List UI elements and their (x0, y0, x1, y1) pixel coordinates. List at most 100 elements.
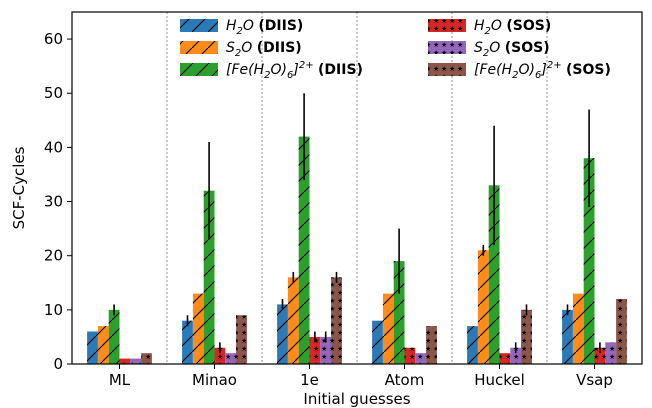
bar (594, 347, 606, 364)
bar (287, 277, 299, 364)
bar-hatch (97, 326, 109, 364)
legend-swatch-hatch (428, 41, 466, 54)
bar (510, 347, 522, 364)
legend-entry: S2O (SOS) (428, 40, 550, 59)
bar (467, 326, 478, 364)
bar-hatch (616, 299, 627, 364)
bar-hatch (372, 320, 383, 364)
bar (393, 261, 405, 364)
bar (572, 293, 584, 364)
bar-hatch (277, 304, 288, 364)
bar (488, 185, 500, 364)
bar (203, 190, 215, 364)
bar (320, 336, 332, 364)
legend-entry: H2O (SOS) (428, 18, 551, 37)
bar (119, 358, 131, 364)
bar-hatch (287, 277, 299, 364)
bar-hatch (119, 358, 131, 364)
bar-hatch (415, 353, 427, 364)
legend-label: [Fe(H2O)6]2+ (SOS) (474, 60, 611, 81)
bar-hatch (477, 250, 489, 364)
legend-swatch-hatch (428, 19, 466, 32)
bar-hatch (467, 326, 478, 364)
y-tick-label: 0 (53, 355, 63, 373)
x-tick-label: 1e (300, 371, 319, 389)
bar-hatch (130, 358, 142, 364)
legend-label: [Fe(H2O)6]2+ (DIIS) (226, 60, 363, 81)
bar-hatch (236, 315, 247, 364)
bar-hatch (309, 336, 321, 364)
bar (182, 320, 193, 364)
bar (97, 326, 109, 364)
bar (130, 358, 142, 364)
bar (404, 347, 416, 364)
bar (309, 336, 321, 364)
bar (499, 353, 511, 364)
bar-hatch (141, 353, 152, 364)
bar-hatch (192, 293, 204, 364)
bar-hatch (499, 353, 511, 364)
bar-hatch (203, 190, 215, 364)
legend-label: H2O (SOS) (474, 18, 551, 37)
bar-hatch (488, 185, 500, 364)
bar-hatch (605, 342, 617, 364)
bar-hatch (182, 320, 193, 364)
bar (298, 136, 310, 364)
bar-hatch (225, 353, 237, 364)
legend-swatch-hatch (180, 63, 218, 76)
bar-hatch (510, 347, 522, 364)
legend-swatch-hatch (180, 41, 218, 54)
bar-hatch (521, 309, 532, 364)
bar (214, 347, 226, 364)
x-tick-label: Atom (385, 371, 425, 389)
x-tick-label: Minao (192, 371, 237, 389)
bar-hatch (393, 261, 405, 364)
plot-frame (71, 11, 643, 365)
bar (616, 299, 627, 364)
y-tick-label: 10 (44, 301, 63, 319)
bar (583, 158, 595, 364)
bar (87, 331, 98, 364)
bar (415, 353, 427, 364)
y-tick-label: 30 (44, 193, 63, 211)
bar-hatch (583, 158, 595, 364)
bar-hatch (214, 347, 226, 364)
bar (108, 309, 120, 364)
bar (141, 353, 152, 364)
bar (562, 309, 573, 364)
bar-hatch (298, 136, 310, 364)
x-axis: ML Minao 1e Atom Huckel Vsap (109, 364, 613, 389)
error-bars (113, 93, 601, 354)
bar (236, 315, 247, 364)
x-tick-label: Huckel (474, 371, 525, 389)
x-tick-label: ML (109, 371, 131, 389)
bars (87, 136, 627, 364)
bar (382, 293, 394, 364)
bar (477, 250, 489, 364)
legend-label: H2O (DIIS) (226, 18, 303, 37)
bar (331, 277, 342, 364)
x-tick-label: Vsap (576, 371, 613, 389)
legend: H2O (DIIS) S2O (DIIS)[Fe(H2O)6]2+ (DIIS) H… (180, 18, 611, 81)
bar-hatch (572, 293, 584, 364)
bar-hatch (426, 326, 437, 364)
bar-hatch (87, 331, 98, 364)
bar-hatch (382, 293, 394, 364)
legend-entry: [Fe(H2O)6]2+ (SOS) (428, 60, 611, 81)
y-axis-label: SCF-Cycles (10, 146, 28, 229)
y-tick-label: 20 (44, 247, 63, 265)
bar (521, 309, 532, 364)
bar (277, 304, 288, 364)
y-tick-label: 60 (44, 30, 63, 48)
legend-swatch-hatch (428, 63, 466, 76)
bar (426, 326, 437, 364)
bar-hatch (331, 277, 342, 364)
bar-hatch (562, 309, 573, 364)
category-separators (166, 12, 548, 364)
legend-label: S2O (SOS) (474, 40, 550, 59)
bar (605, 342, 617, 364)
legend-entry: [Fe(H2O)6]2+ (DIIS) (180, 60, 363, 81)
y-tick-label: 40 (44, 138, 63, 156)
bar-hatch (404, 347, 416, 364)
